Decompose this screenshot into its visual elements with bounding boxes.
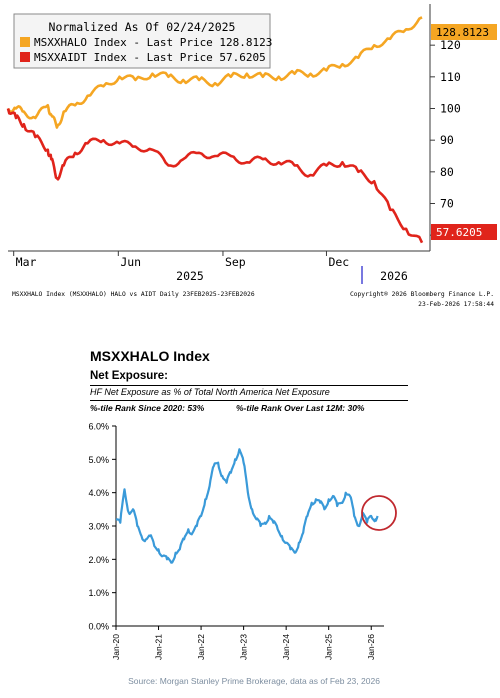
ms-chart-description: HF Net Exposure as % of Total North Amer… [90, 387, 330, 397]
x-tick-label: Sep [225, 255, 246, 269]
year-label-2025: 2025 [176, 269, 204, 283]
net-exposure-line [115, 448, 379, 564]
aidt-series-line [6, 108, 424, 244]
ms-y-tick-label: 1.0% [88, 588, 109, 598]
ms-rank-12m: %-tile Rank Over Last 12M: 30% [236, 403, 365, 413]
y-tick-label: 90 [440, 133, 454, 147]
ms-y-tick-label: 5.0% [88, 455, 109, 465]
legend-entry-halo: MSXXHALO Index - Last Price 128.8123 [34, 36, 272, 49]
legend-swatch-halo [20, 37, 30, 47]
halo-price-tag [431, 24, 497, 40]
ms-chart-panel: MSXXHALO Index Net Exposure: HF Net Expo… [84, 340, 424, 698]
ms-x-tick-label: Jan-20 [111, 634, 121, 660]
ms-x-tick-label: Jan-23 [239, 634, 249, 660]
ms-x-tick-label: Jan-24 [281, 634, 291, 660]
ms-x-tick-label: Jan-26 [366, 634, 376, 660]
y-axis-ticks: 60708090100110120 [430, 38, 461, 242]
ms-chart-title: MSXXHALO Index [90, 348, 210, 364]
ms-rank-since-2020: %-tile Rank Since 2020: 53% [90, 403, 205, 413]
footer-copyright: Copyright® 2026 Bloomberg Finance L.P. [350, 291, 494, 298]
y-tick-label: 80 [440, 165, 454, 179]
year-label-2026: 2026 [380, 269, 408, 283]
series-lines [6, 16, 424, 244]
ms-chart-subtitle: Net Exposure: [90, 370, 168, 382]
legend: Normalized As Of 02/24/2025 MSXXHALO Ind… [13, 13, 272, 69]
legend-entry-aidt: MSXXAIDT Index - Last Price 57.6205 [34, 51, 266, 64]
ms-y-tick-label: 4.0% [88, 488, 109, 498]
footer-left: MSXXHALO Index (MSXXHALO) HALO vs AIDT D… [12, 291, 255, 298]
ms-rule-top [90, 385, 408, 386]
ms-rule-middle [90, 400, 408, 401]
ms-x-tick-label: Jan-25 [324, 634, 334, 660]
halo-price-tag-text: 128.8123 [436, 26, 489, 39]
footer-timestamp: 23-Feb-2026 17:58:44 [418, 301, 494, 308]
ms-y-tick-label: 3.0% [88, 522, 109, 532]
legend-swatch-aidt [20, 52, 30, 62]
y-tick-label: 100 [440, 102, 461, 116]
ms-x-tick-label: Jan-22 [196, 634, 206, 660]
legend-box [13, 13, 271, 69]
aidt-price-tag [431, 224, 497, 240]
ms-chart-svg: 0.0%1.0%2.0%3.0%4.0%5.0%6.0% Jan-20 Jan-2… [88, 422, 397, 660]
ms-y-ticks: 0.0% 1.0% 2.0% 3.0% 4.0% 5.0% 6.0% [88, 422, 116, 632]
legend-title: Normalized As Of 02/24/2025 [49, 20, 236, 34]
y-tick-label: 70 [440, 197, 454, 211]
ms-x-ticks: Jan-20 Jan-21 Jan-22 Jan-23 Jan-24 Jan-25 Jan-… [111, 626, 376, 660]
ms-series-lines [115, 448, 379, 564]
ms-y-tick-label: 6.0% [88, 422, 109, 432]
halo-series-line [6, 16, 423, 129]
ms-y-tick-label: 0.0% [88, 622, 109, 632]
y-tick-label: 120 [440, 38, 461, 52]
ms-x-tick-label: Jan-21 [154, 634, 164, 660]
ms-y-tick-label: 2.0% [88, 555, 109, 565]
x-tick-label: Mar [16, 255, 37, 269]
y-tick-label: 110 [440, 70, 461, 84]
highlight-circle [361, 495, 397, 531]
aidt-price-tag-text: 57.6205 [436, 226, 482, 239]
x-tick-label: Dec [328, 255, 349, 269]
x-tick-label: Jun [120, 255, 141, 269]
x-axis-ticks: Mar Jun Sep Dec [13, 251, 349, 269]
ms-source-note: Source: Morgan Stanley Prime Brokerage, … [128, 676, 380, 686]
